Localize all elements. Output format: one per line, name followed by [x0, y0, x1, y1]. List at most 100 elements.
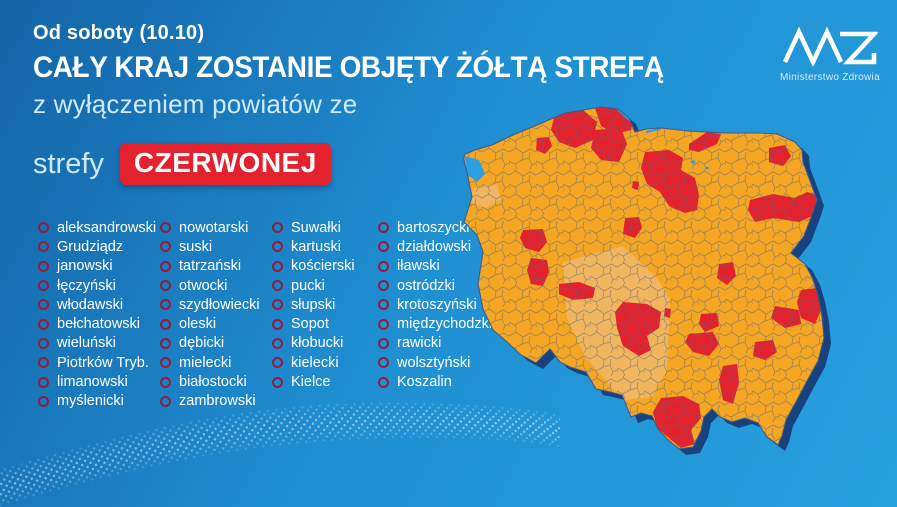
list-item: mielecki	[160, 353, 258, 372]
county-name: bełchatowski	[57, 316, 141, 333]
list-item: kłobucki	[272, 334, 364, 353]
list-item: otwocki	[160, 276, 258, 295]
county-name: nowotarski	[179, 219, 249, 236]
list-item: kartuski	[272, 237, 364, 256]
list-item: janowski	[38, 257, 146, 276]
list-item: ostródzki	[378, 276, 496, 295]
bullet-icon	[378, 357, 389, 369]
county-name: tatrzański	[179, 258, 242, 275]
bullet-icon	[272, 299, 283, 311]
vistula-spit	[645, 128, 661, 133]
header: Od soboty (10.10) CAŁY KRAJ ZOSTANIE OBJ…	[33, 22, 673, 120]
county-name: iławski	[397, 258, 440, 275]
ministry-logo-text: Ministerstwo Zdrowia	[780, 72, 880, 83]
bullet-icon	[38, 222, 49, 234]
list-item: międzychodzki	[378, 314, 496, 333]
list-item: iławski	[378, 257, 496, 276]
bullet-icon	[378, 280, 389, 292]
county-name: pucki	[291, 277, 325, 294]
date-kicker: Od soboty (10.10)	[33, 22, 205, 44]
bullet-icon	[378, 337, 389, 349]
county-name: Koszalin	[397, 374, 452, 391]
county-name: dębicki	[179, 335, 225, 352]
bullet-icon	[160, 376, 171, 388]
county-name: krotoszyński	[397, 296, 477, 313]
county-name: wolsztyński	[397, 354, 471, 371]
county-name: limanowski	[57, 374, 128, 391]
county-name: Grudziądz	[57, 238, 124, 255]
bullet-icon	[272, 222, 283, 234]
bullet-icon	[378, 222, 389, 234]
bullet-icon	[160, 299, 171, 311]
list-item: myślenicki	[38, 392, 146, 411]
bullet-icon	[272, 337, 283, 349]
list-item: Kielce	[272, 372, 364, 391]
bullet-icon	[38, 299, 49, 311]
list-item: wieluński	[38, 334, 146, 353]
county-name: ostródzki	[397, 277, 456, 294]
bullet-icon	[38, 241, 49, 253]
county-name: białostocki	[179, 374, 247, 391]
zone-row: strefy CZERWONEJ	[33, 143, 331, 185]
list-item: łęczyński	[38, 276, 146, 295]
bullet-icon	[160, 241, 171, 253]
county-name: aleksandrowski	[57, 219, 157, 236]
list-item: krotoszyński	[378, 295, 496, 314]
bullet-icon	[272, 241, 283, 253]
county-name: rawicki	[397, 335, 442, 352]
county-borders	[463, 107, 825, 449]
zone-label: strefy	[33, 147, 104, 180]
list-item: szydłowiecki	[160, 295, 260, 314]
list-item: limanowski	[38, 372, 146, 391]
bullet-icon	[38, 357, 49, 369]
list-item: Suwałki	[272, 218, 364, 237]
red-zone-badge: CZERWONEJ	[119, 143, 331, 185]
country-outline	[463, 106, 825, 450]
county-name: bartoszycki	[397, 219, 470, 236]
list-item: kościerski	[272, 257, 364, 276]
county-name: kartuski	[291, 238, 341, 255]
county-column-1: aleksandrowski Grudziądz janowski łęczyński…	[38, 218, 156, 411]
bullet-icon	[38, 337, 49, 349]
bullet-icon	[38, 376, 49, 388]
list-item: kielecki	[272, 353, 364, 372]
list-item: włodawski	[38, 295, 146, 314]
bullet-icon	[272, 260, 283, 272]
county-column-4: bartoszycki działdowski iławski ostródzki kr…	[378, 218, 496, 411]
bullet-icon	[378, 260, 389, 272]
list-item: pucki	[272, 276, 364, 295]
list-item: zambrowski	[160, 392, 258, 411]
county-name: włodawski	[57, 296, 124, 313]
county-name: działdowski	[397, 238, 472, 255]
county-name: mielecki	[179, 354, 232, 371]
list-item: tatrzański	[160, 257, 258, 276]
list-item: Sopot	[272, 314, 364, 333]
page-subtitle: z wyłączeniem powiatów ze	[33, 89, 358, 119]
county-name: Suwałki	[291, 219, 341, 236]
county-name: Piotrków Tryb.	[57, 354, 149, 371]
bullet-icon	[38, 318, 49, 330]
bullet-icon	[272, 280, 283, 292]
county-name: oleski	[179, 316, 217, 333]
bullet-icon	[272, 357, 283, 369]
county-name: zambrowski	[179, 393, 256, 410]
list-item: rawicki	[378, 334, 496, 353]
list-item: Piotrków Tryb.	[38, 353, 149, 372]
mz-logo-icon	[782, 26, 878, 66]
county-column-2: nowotarski suski tatrzański otwocki szydłowi…	[160, 218, 260, 411]
county-name: kielecki	[291, 354, 339, 371]
county-name: otwocki	[179, 277, 228, 294]
list-item: nowotarski	[160, 218, 258, 237]
county-name: janowski	[57, 258, 113, 275]
szczecin-lagoon	[465, 156, 485, 182]
list-item: wolsztyński	[378, 353, 496, 372]
list-item: bartoszycki	[378, 218, 496, 237]
page-title: CAŁY KRAJ ZOSTANIE OBJĘTY ŻÓŁTĄ STREFĄ	[33, 51, 664, 84]
bullet-icon	[160, 222, 171, 234]
county-name: kłobucki	[291, 335, 344, 352]
list-item: Koszalin	[378, 372, 496, 391]
list-item: białostocki	[160, 372, 258, 391]
county-name: słupski	[291, 296, 336, 313]
county-name: wieluński	[57, 335, 116, 352]
